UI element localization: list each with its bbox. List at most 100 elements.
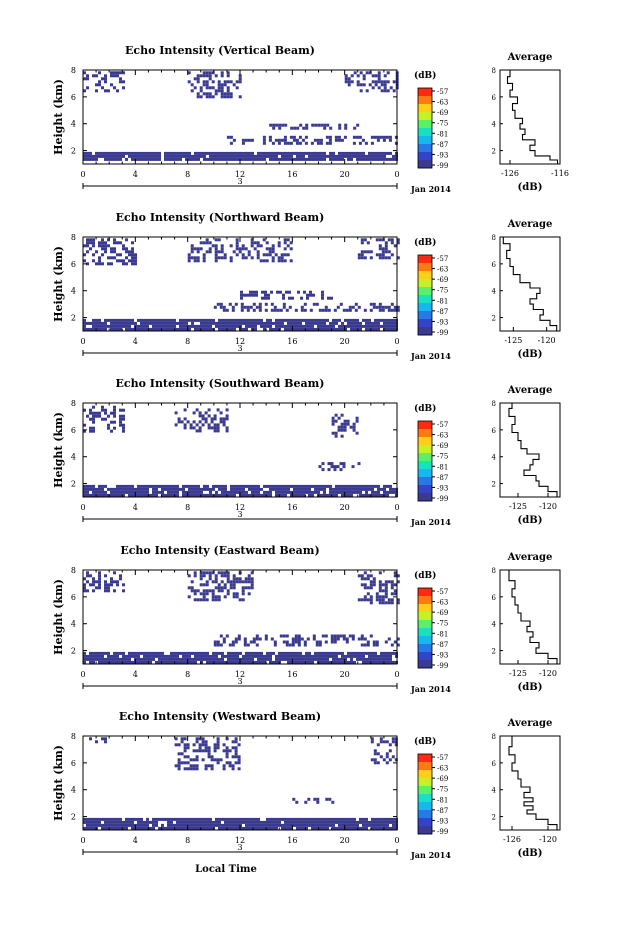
panel-2-echo-cell [357, 305, 361, 309]
panel-5-echo-cell [216, 758, 220, 762]
panel-2-echo-cell [393, 244, 397, 248]
panel-1-echo-cell [196, 74, 200, 78]
panel-4-colorbar-swatch [418, 620, 432, 629]
panel-1-echo-cell [196, 80, 200, 84]
panel-4-echo-cell [221, 654, 224, 658]
panel-5-echo-cell [176, 820, 179, 824]
panel-4-echo-cell [199, 577, 203, 581]
panel-5-echo-cell [284, 826, 287, 830]
panel-2-echo-cell [131, 327, 134, 331]
panel-1-echo-cell [305, 151, 308, 155]
panel-3-echo-cell [251, 484, 254, 488]
panel-4-echo-cell [368, 651, 371, 655]
panel-4-echo-cell [332, 657, 335, 661]
panel-2-echo-cell [233, 318, 236, 322]
panel-1-echo-cell [316, 138, 320, 142]
panel-2-echo-cell [270, 308, 274, 312]
panel-2-echo-cell [300, 296, 303, 300]
panel-3-echo-cell [227, 493, 230, 497]
panel-2-echo-cell [266, 324, 269, 328]
panel-5-echo-cell [207, 749, 211, 753]
panel-2-echo-cell [283, 253, 287, 257]
panel-2-echo-cell [347, 324, 350, 328]
panel-1-echo-cell [304, 141, 308, 145]
panel-2-echo-cell [287, 327, 290, 331]
panel-4-echo-cell [377, 660, 380, 664]
panel-4-echo-cell [338, 660, 341, 664]
panel-5-echo-cell [392, 817, 395, 821]
panel-5-echo-cell [257, 823, 260, 827]
panel-2-echo-cell [258, 305, 262, 309]
panel-1-echo-cell [356, 74, 360, 78]
panel-5-echo-cell [177, 743, 181, 747]
panel-2-echo-cell [140, 324, 143, 328]
panel-5-average-ytick-label: 8 [492, 733, 496, 741]
panel-1-echo-cell [290, 126, 294, 130]
panel-4-echo-cell [110, 657, 113, 661]
panel-1-echo-cell [110, 71, 113, 75]
panel-2-echo-cell [381, 247, 385, 251]
panel-3-echo-cell [113, 493, 116, 497]
panel-4-echo-cell [389, 654, 392, 658]
panel-5-echo-cell [210, 764, 214, 768]
panel-4-echo-cell [187, 595, 191, 599]
panel-3-echo-cell [359, 487, 362, 491]
panel-3-echo-cell [140, 484, 143, 488]
panel-1-echo-cell [238, 74, 242, 78]
panel-4-echo-cell [196, 598, 200, 602]
panel-3-echo-cell [137, 490, 140, 494]
panel-3-echo-cell [170, 484, 173, 488]
panel-4-echo-cell [113, 660, 116, 664]
panel-4-echo-cell [356, 654, 359, 658]
panel-5-echo-cell [359, 826, 362, 830]
panel-3-echo-cell [383, 487, 386, 491]
panel-5-echo-cell [347, 826, 350, 830]
panel-3-echo-cell [209, 487, 212, 491]
panel-1-echo-cell [214, 92, 218, 96]
panel-5-echo-cell [293, 817, 296, 821]
panel-5-echo-cell [192, 749, 196, 753]
panel-2-echo-cell [219, 302, 223, 306]
panel-5-echo-cell [332, 817, 335, 821]
panel-1-echo-cell [251, 154, 254, 158]
panel-3-day-marker: 3 [237, 510, 242, 519]
panel-5-echo-cell [386, 823, 389, 827]
panel-2-echo-cell [196, 259, 200, 263]
panel-3-echo-cell [210, 426, 214, 430]
panel-4-echo-cell [375, 595, 379, 599]
panel-4-echo-cell [205, 598, 209, 602]
panel-3-echo-cell [356, 484, 359, 488]
panel-3-echo-cell [107, 487, 110, 491]
panel-4-echo-cell [119, 651, 122, 655]
panel-4-echo-cell [363, 577, 367, 581]
panel-4-echo-cell [232, 574, 236, 578]
panel-1-day-marker: 3 [237, 177, 242, 186]
panel-2-echo-cell [89, 321, 92, 325]
panel-5-echo-cell [323, 823, 326, 827]
panel-2-echo-cell [122, 324, 125, 328]
panel-4-echo-cell [179, 651, 182, 655]
panel-5-echo-cell [350, 817, 353, 821]
panel-1-echo-cell [122, 71, 125, 75]
panel-5-echo-cell [195, 737, 199, 741]
panel-1-echo-cell [262, 138, 266, 142]
panel-1-echo-cell [298, 135, 302, 139]
panel-4-echo-cell [219, 634, 223, 638]
panel-4-echo-cell [101, 654, 104, 658]
panel-1-echo-cell [122, 151, 125, 155]
panel-1-echo-cell [113, 154, 116, 158]
panel-1-echo-cell [377, 151, 380, 155]
panel-4-echo-cell [305, 657, 308, 661]
panel-5-echo-cell [131, 817, 134, 821]
panel-3-echo-cell [239, 484, 242, 488]
panel-4-echo-cell [357, 637, 361, 641]
panel-4-echo-cell [389, 657, 392, 661]
panel-4-echo-cell [248, 651, 251, 655]
panel-3-echo-cell [213, 414, 217, 418]
panel-2-echo-cell [196, 247, 200, 251]
panel-2-echo-cell [98, 241, 101, 245]
panel-5-echo-cell [311, 823, 314, 827]
panel-1-echo-cell [383, 157, 386, 161]
panel-3-echo-cell [209, 490, 212, 494]
panel-4-echo-cell [323, 657, 326, 661]
